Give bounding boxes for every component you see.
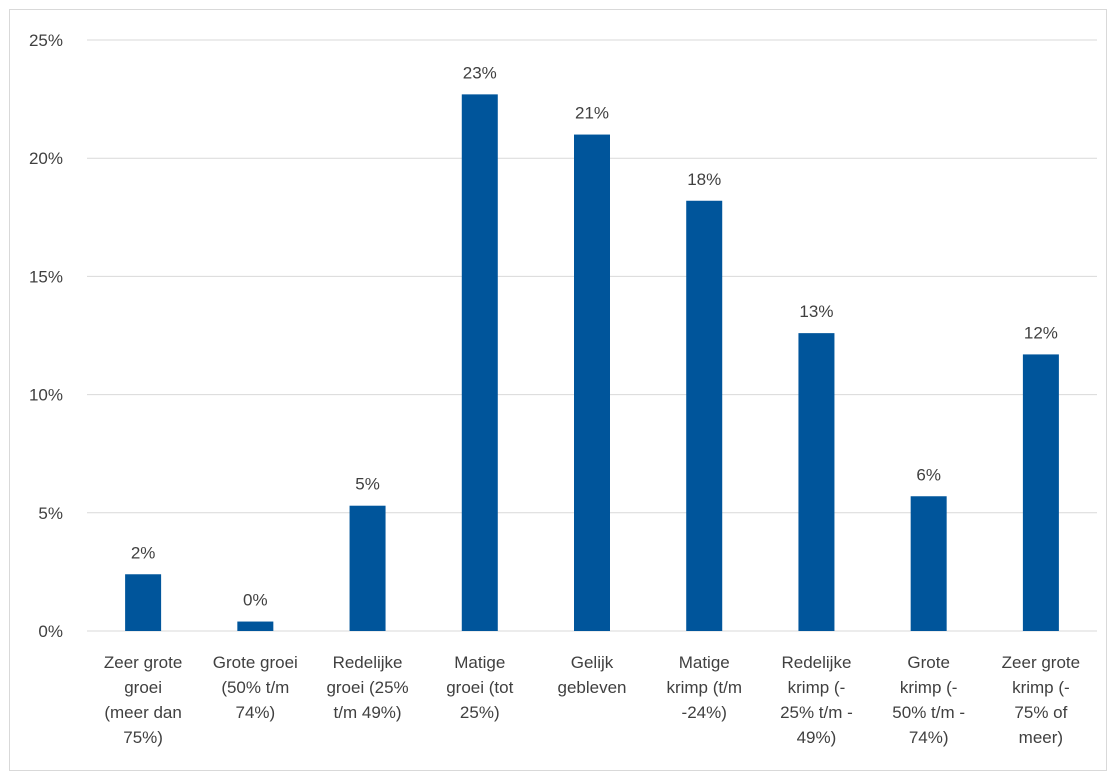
data-label: 21% bbox=[575, 104, 609, 123]
x-category-label: Zeer grote krimp (-75% of meer) bbox=[1002, 653, 1080, 747]
x-category-label: Grote groei (50% t/m 74%) bbox=[213, 653, 298, 722]
y-tick-label: 5% bbox=[38, 504, 63, 523]
bar bbox=[910, 496, 947, 631]
bar bbox=[1022, 354, 1059, 631]
x-category-label: Redelijke krimp (-25% t/m -49%) bbox=[780, 653, 853, 747]
bar bbox=[798, 333, 835, 631]
bar bbox=[349, 505, 386, 631]
bar bbox=[686, 200, 723, 631]
bar bbox=[237, 621, 274, 631]
data-label: 6% bbox=[916, 465, 941, 484]
x-category-label: Redelijke groei (25% t/m 49%) bbox=[326, 653, 408, 722]
data-label: 13% bbox=[799, 302, 833, 321]
x-category-label: Zeer grote groei (meer dan 75%) bbox=[104, 653, 182, 747]
x-category-label: Gelijk gebleven bbox=[557, 653, 626, 697]
y-tick-label: 10% bbox=[29, 386, 63, 405]
bar bbox=[461, 94, 498, 631]
y-tick-label: 15% bbox=[29, 267, 63, 286]
bar bbox=[574, 134, 610, 631]
data-label: 2% bbox=[131, 543, 156, 562]
chart-frame bbox=[9, 9, 1107, 771]
y-tick-label: 20% bbox=[29, 149, 63, 168]
y-tick-label: 0% bbox=[38, 622, 63, 641]
data-label: 23% bbox=[463, 63, 497, 82]
data-label: 5% bbox=[355, 475, 380, 494]
data-label: 12% bbox=[1024, 323, 1058, 342]
data-label: 18% bbox=[687, 170, 721, 189]
bar bbox=[125, 574, 162, 631]
data-label: 0% bbox=[243, 591, 268, 610]
x-category-label: Matige krimp (t/m -24%) bbox=[666, 653, 742, 722]
x-category-label: Matige groei (tot 25%) bbox=[446, 653, 513, 722]
x-category-label: Grote krimp (-50% t/m -74%) bbox=[892, 653, 965, 747]
y-tick-label: 25% bbox=[29, 31, 63, 50]
